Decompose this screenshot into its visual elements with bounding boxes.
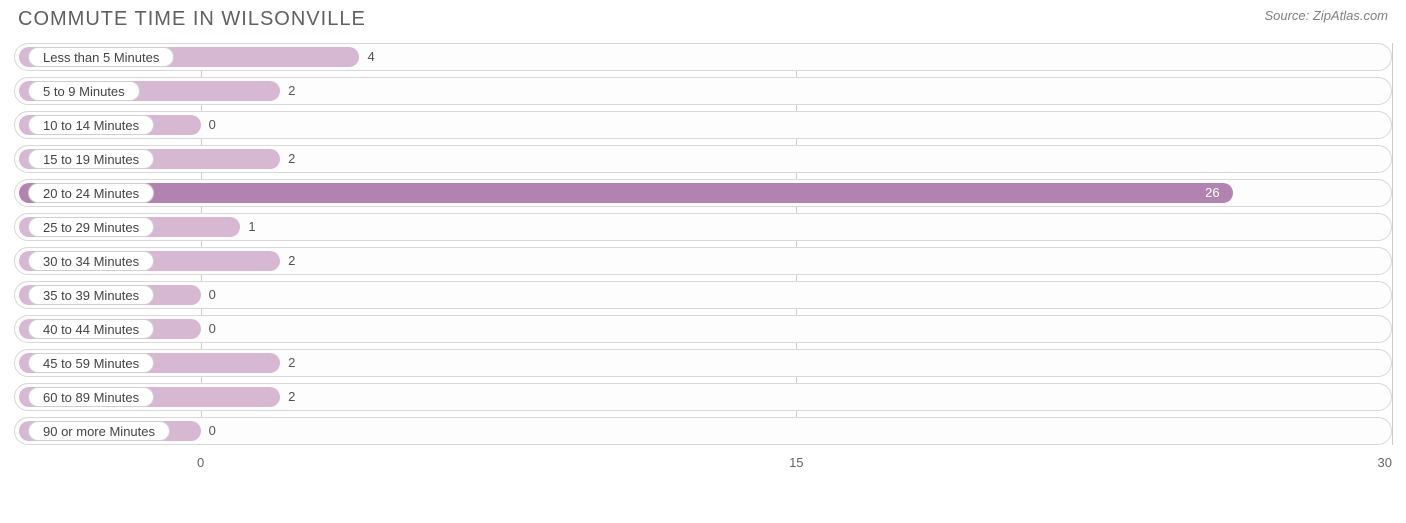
plot-area: Less than 5 Minutes 4 5 to 9 Minutes 2 10 to… bbox=[14, 43, 1392, 445]
bar-row: 45 to 59 Minutes 2 bbox=[14, 349, 1392, 377]
bar-row: 20 to 24 Minutes 26 bbox=[14, 179, 1392, 207]
bar-track bbox=[14, 417, 1392, 445]
bar-value-label: 2 bbox=[288, 149, 295, 169]
bar-value-label: 2 bbox=[288, 353, 295, 373]
bar-row: 40 to 44 Minutes 0 bbox=[14, 315, 1392, 343]
bar-track bbox=[14, 281, 1392, 309]
bar-value-label: 1 bbox=[248, 217, 255, 237]
bar-track bbox=[14, 315, 1392, 343]
chart-container: COMMUTE TIME IN WILSONVILLE Source: ZipA… bbox=[0, 0, 1406, 523]
bar-category-label: 35 to 39 Minutes bbox=[28, 285, 154, 305]
bar-row: 35 to 39 Minutes 0 bbox=[14, 281, 1392, 309]
bar-category-label: 20 to 24 Minutes bbox=[28, 183, 154, 203]
gridline bbox=[1392, 43, 1393, 445]
bar-value-label: 0 bbox=[209, 285, 216, 305]
bar-value-label: 26 bbox=[1205, 183, 1219, 203]
bar-category-label: 45 to 59 Minutes bbox=[28, 353, 154, 373]
bar-category-label: 30 to 34 Minutes bbox=[28, 251, 154, 271]
bar-category-label: 40 to 44 Minutes bbox=[28, 319, 154, 339]
bar-category-label: 15 to 19 Minutes bbox=[28, 149, 154, 169]
bar-value-label: 2 bbox=[288, 81, 295, 101]
bar-category-label: 10 to 14 Minutes bbox=[28, 115, 154, 135]
bar-value-label: 0 bbox=[209, 319, 216, 339]
bar-category-label: Less than 5 Minutes bbox=[28, 47, 174, 67]
bar-value-label: 2 bbox=[288, 251, 295, 271]
chart-header: COMMUTE TIME IN WILSONVILLE Source: ZipA… bbox=[0, 0, 1406, 35]
bar-value-label: 2 bbox=[288, 387, 295, 407]
bar-category-label: 5 to 9 Minutes bbox=[28, 81, 140, 101]
bar-row: 10 to 14 Minutes 0 bbox=[14, 111, 1392, 139]
bar-category-label: 25 to 29 Minutes bbox=[28, 217, 154, 237]
bar-category-label: 90 or more Minutes bbox=[28, 421, 170, 441]
bar-value-label: 0 bbox=[209, 421, 216, 441]
bar-category-label: 60 to 89 Minutes bbox=[28, 387, 154, 407]
bar-row: 5 to 9 Minutes 2 bbox=[14, 77, 1392, 105]
bar-row: 30 to 34 Minutes 2 bbox=[14, 247, 1392, 275]
bar-row: 90 or more Minutes 0 bbox=[14, 417, 1392, 445]
x-axis-label: 30 bbox=[1378, 455, 1392, 470]
bar-fill bbox=[19, 183, 1233, 203]
bar-value-label: 0 bbox=[209, 115, 216, 135]
x-axis: 0 15 30 bbox=[14, 451, 1392, 481]
chart-title: COMMUTE TIME IN WILSONVILLE bbox=[18, 8, 366, 31]
bar-row: 15 to 19 Minutes 2 bbox=[14, 145, 1392, 173]
bar-row: 25 to 29 Minutes 1 bbox=[14, 213, 1392, 241]
x-axis-label: 0 bbox=[197, 455, 204, 470]
bar-row: 60 to 89 Minutes 2 bbox=[14, 383, 1392, 411]
chart-source: Source: ZipAtlas.com bbox=[1264, 8, 1388, 23]
x-axis-label: 15 bbox=[789, 455, 803, 470]
bar-track bbox=[14, 111, 1392, 139]
bar-row: Less than 5 Minutes 4 bbox=[14, 43, 1392, 71]
bar-value-label: 4 bbox=[367, 47, 374, 67]
